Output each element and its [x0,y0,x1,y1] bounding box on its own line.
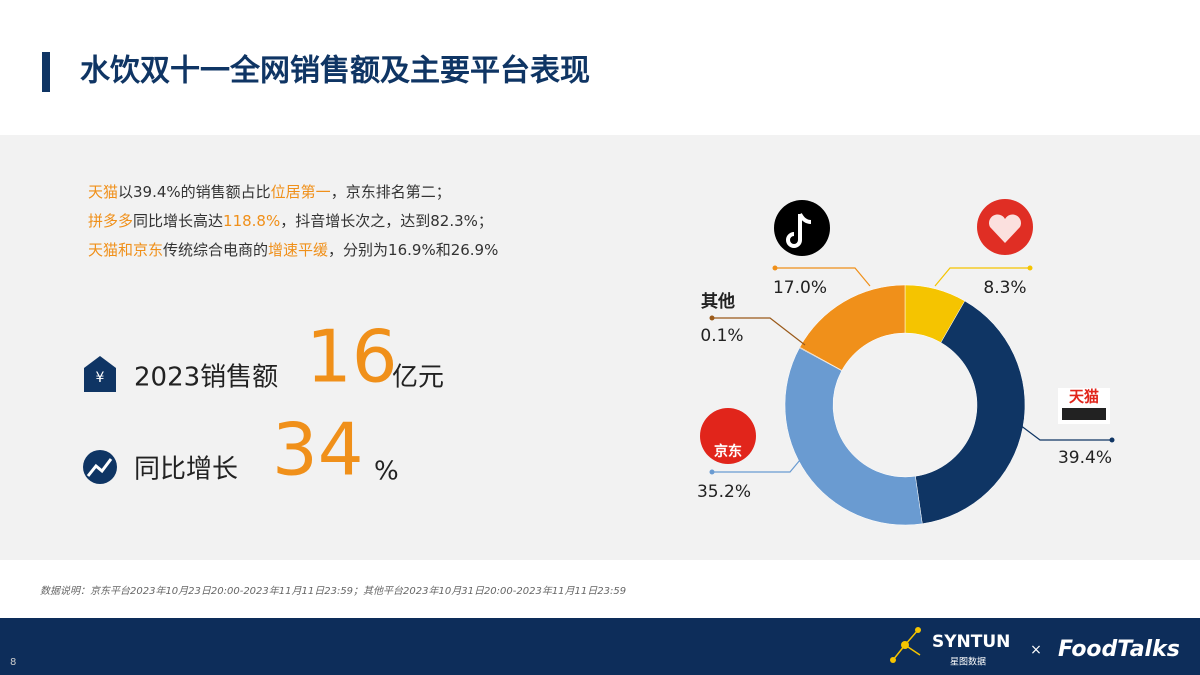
stat-label: 2023销售额 [134,363,278,393]
douyin-glyph [786,213,812,248]
growth-icon [83,450,117,484]
jd-logo [700,408,756,464]
summary-line: 天猫和京东传统综合电商的增速平缓，分别为16.9%和26.9% [88,236,498,265]
donut-slice [799,284,906,371]
category-label: 京东 [714,443,742,460]
footer-band [0,618,1200,675]
icon-glyph: ¥ [96,370,105,386]
summary-segment: 同比增长高达 [133,212,224,230]
money-icon [84,356,116,392]
brand-sub: 星图数据 [950,656,986,668]
category-label: 天猫 [1069,388,1099,406]
summary-segment: 增速平缓 [268,241,329,259]
donut-slice [915,300,1026,525]
value-label: 8.3% [983,278,1026,298]
summary-segment: 以39.4%的销售额占比 [118,183,271,201]
stat-label: 同比增长 [134,455,238,485]
value-label: 0.1% [700,326,743,346]
summary-segment: ，分别为16.9%和26.9% [328,241,499,259]
tmall-glyph [1062,408,1106,420]
partner: FoodTalks [1058,637,1180,662]
stat-unit: % [374,457,399,487]
stat-unit: 亿元 [392,363,444,393]
stat-value: 16 [306,315,398,399]
donut-chart: 8.3% 39.4% 天猫 35.2% 京东 0.1% 其他 17.0% [697,265,1115,526]
category-label: 其他 [701,291,735,312]
summary-segment: 118.8% [223,212,281,230]
summary-segment: 天猫 [88,183,119,201]
summary-segment: ，京东排名第二； [330,183,451,201]
leader-line [712,459,801,473]
value-label: 39.4% [1058,448,1112,468]
summary-segment: 拼多多 [88,212,134,230]
title-marker [42,52,50,92]
leader-dot [709,469,715,475]
brand-mark [892,629,921,661]
summary-segment: ，抖音增长次之，达到82.3%； [280,212,493,230]
leader-dot [1109,437,1115,443]
summary-segment: 天猫和京东 [88,241,164,259]
summary-segment: 位居第一 [270,183,331,201]
growth-arrow [86,458,113,477]
brand: SYNTUN [932,632,1010,652]
summary: 天猫以39.4%的销售额占比位居第一，京东排名第二； 拼多多同比增长高达118.8… [88,178,498,265]
summary-segment: 传统综合电商的 [163,241,269,259]
pdd-glyph [989,214,1021,243]
donut-slice [784,347,923,526]
leader-dot [1027,265,1033,271]
stat-value: 34 [272,408,364,492]
page-number: 8 [10,657,16,668]
leader-dot [772,265,778,271]
leader-line [1019,424,1112,441]
leader-line [775,267,871,287]
leader-dot [709,315,715,321]
separator: × [1030,642,1042,658]
title: 水饮双十一全网销售额及主要平台表现 [80,54,590,89]
summary-line: 拼多多同比增长高达118.8%，抖音增长次之，达到82.3%； [88,207,498,236]
footnote: 数据说明：京东平台2023年10月23日20:00-2023年11月11日23:… [40,585,626,597]
summary-line: 天猫以39.4%的销售额占比位居第一，京东排名第二； [88,178,498,207]
leader-line [934,267,1030,287]
value-label: 17.0% [773,278,827,298]
value-label: 35.2% [697,482,751,502]
leader-line [712,317,806,346]
